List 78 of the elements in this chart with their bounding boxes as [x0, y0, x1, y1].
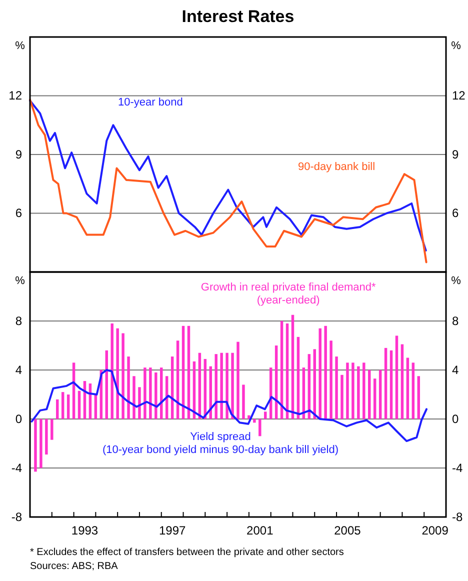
bar: [417, 376, 420, 419]
bar: [412, 362, 415, 419]
y-tick-label: 6: [15, 206, 22, 220]
bar: [50, 419, 54, 440]
bar: [144, 368, 146, 419]
bar: [406, 358, 410, 419]
y2-tick-label: 6: [452, 206, 459, 220]
bar: [384, 348, 388, 419]
bar: [242, 384, 245, 419]
y-axis-title: %: [15, 40, 26, 52]
bar: [138, 387, 141, 419]
chart-title: Interest Rates: [182, 7, 294, 26]
bar: [149, 368, 152, 419]
bar: [318, 328, 322, 419]
bar: [253, 419, 256, 423]
bar: [335, 356, 338, 419]
y2-tick-label: 4: [452, 362, 459, 377]
bar: [127, 356, 130, 419]
x-tick-label: 1993: [71, 524, 98, 538]
bar: [45, 419, 48, 455]
bar: [132, 376, 136, 419]
y-tick-label: 8: [15, 314, 22, 328]
bar: [340, 374, 344, 419]
bar: [34, 419, 37, 472]
y-axis-title: %: [15, 275, 26, 287]
x-tick-label: 1997: [158, 524, 186, 538]
text: * Excludes the effect of transfers between the private and other sectors: [30, 547, 344, 558]
bar: [324, 326, 327, 419]
bar: [390, 350, 393, 419]
series-label: 10-year bond: [118, 96, 183, 109]
bar: [226, 352, 228, 419]
bar: [220, 352, 223, 419]
bar: [368, 370, 371, 419]
y2-tick-label: -8: [452, 510, 463, 524]
y2-tick-label: 0: [452, 412, 459, 426]
text: 90-day bank bill: [298, 161, 376, 174]
series-label: Growth in real private final demand* (year-ended): [200, 281, 377, 306]
y-tick-label: 4: [15, 362, 22, 377]
x-tick-label: 2001: [246, 524, 274, 538]
y2-tick-label: 9: [452, 147, 459, 162]
bar: [264, 412, 267, 419]
bar: [352, 362, 354, 419]
y2-tick-label: 12: [452, 88, 466, 103]
y2-tick-label: -4: [452, 460, 463, 475]
bar: [110, 323, 114, 419]
bar: [236, 342, 240, 419]
y2-tick-label: 8: [452, 314, 459, 328]
y-tick-label: -4: [11, 460, 22, 475]
x-tick-label: 2009: [422, 524, 449, 538]
y-tick-label: 9: [15, 147, 22, 162]
bar: [56, 399, 59, 419]
y2-axis-title: %: [451, 275, 462, 287]
bar: [66, 394, 70, 419]
y2-axis-title: %: [451, 40, 462, 52]
bar: [373, 378, 376, 419]
bar: [231, 352, 234, 419]
bar: [362, 362, 366, 419]
bar: [122, 333, 124, 419]
bar: [258, 419, 262, 436]
bar: [378, 370, 382, 419]
bar: [400, 344, 404, 419]
bar: [214, 354, 218, 419]
bar: [78, 390, 81, 419]
bar: [116, 328, 119, 419]
x-tick-label: 2005: [334, 524, 362, 538]
bar: [61, 392, 64, 419]
series-label: Yield spread (10-year bond yield minus 90-day bank bill yield): [102, 430, 338, 456]
y-tick-label: 12: [8, 88, 22, 103]
bar: [395, 336, 398, 419]
bar: [154, 372, 158, 419]
bar: [357, 366, 360, 419]
line-series: [30, 369, 428, 442]
y-tick-label: 0: [15, 412, 22, 426]
y-tick-label: -8: [11, 510, 22, 524]
bar: [346, 362, 349, 419]
source-note: Sources: ABS; RBA: [30, 561, 118, 572]
bar: [330, 340, 332, 419]
bar: [40, 419, 42, 468]
